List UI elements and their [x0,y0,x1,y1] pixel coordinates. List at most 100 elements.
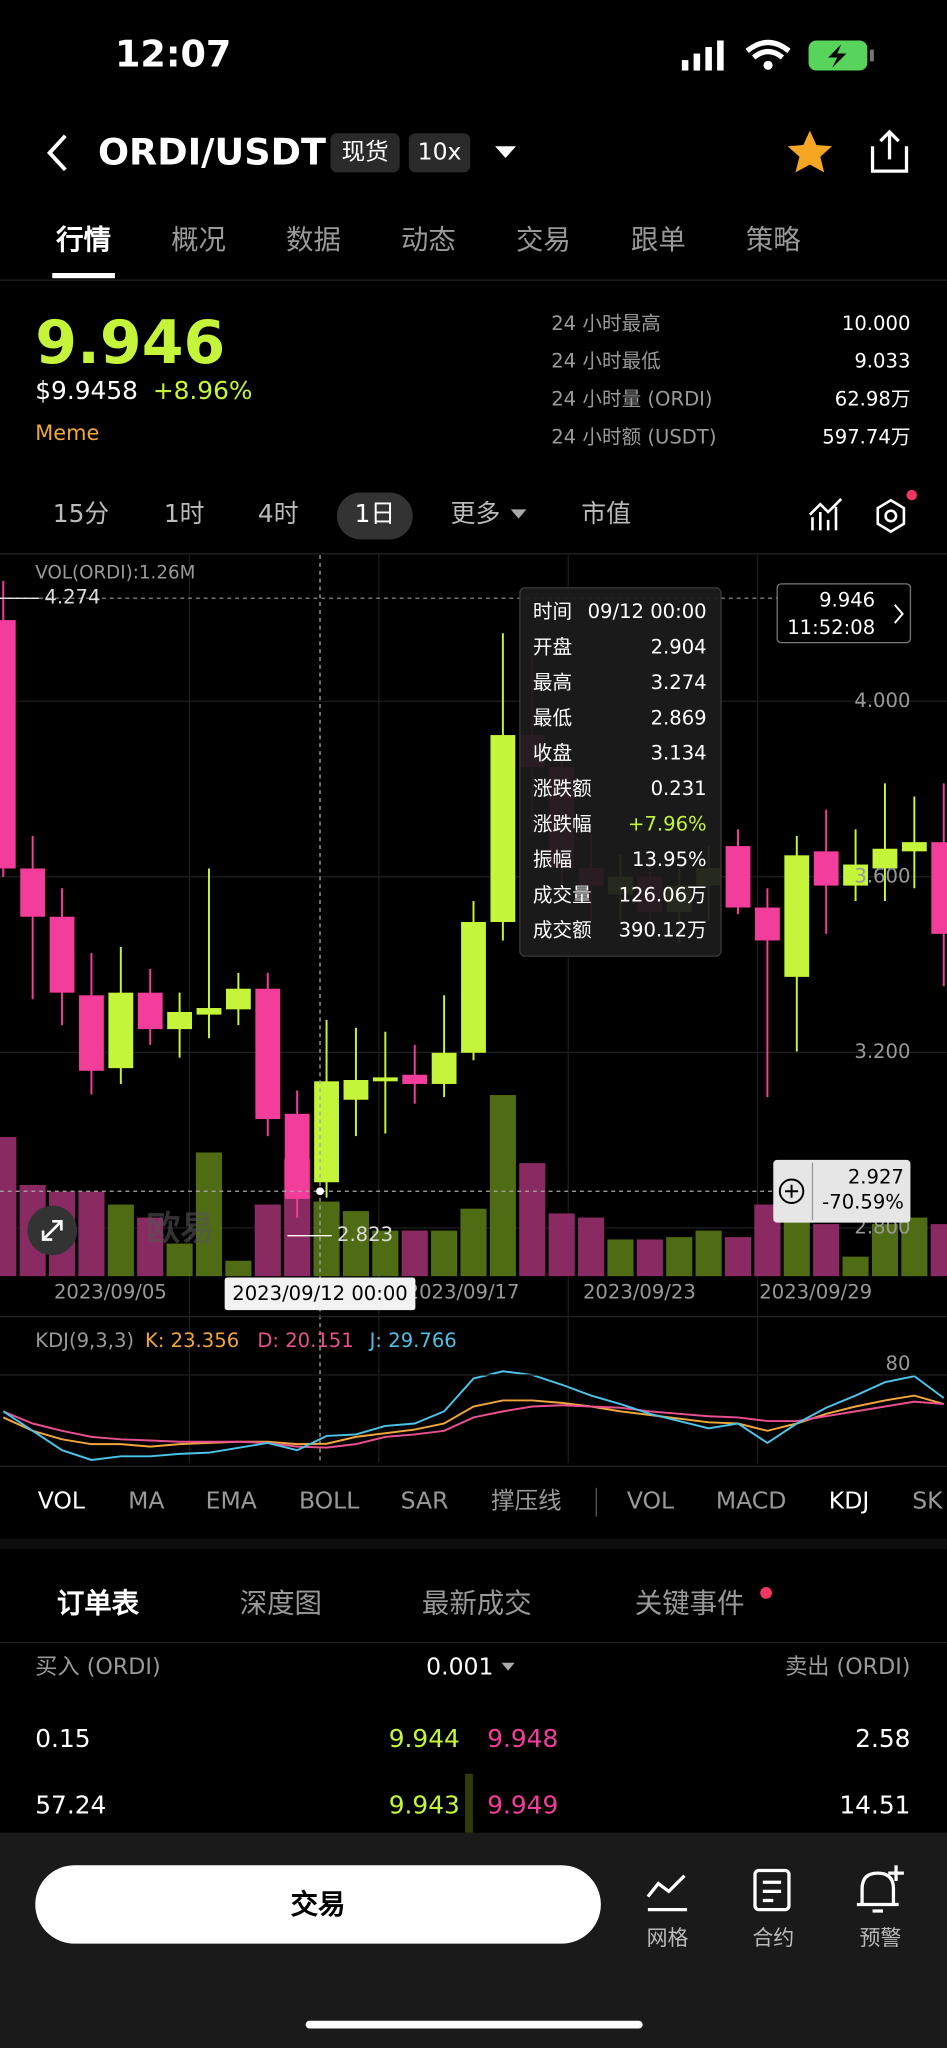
tab[interactable]: 策略 [745,224,801,256]
ask-price: 9.949 [487,1791,559,1821]
tag[interactable]: Meme [35,420,100,446]
interval[interactable]: 1日 [354,499,396,529]
volume-bar [401,1230,428,1277]
depth-bar [465,1773,473,1833]
action-label[interactable]: 合约 [752,1925,795,1951]
volume-bar [842,1256,869,1277]
interval[interactable]: 15分 [52,499,110,529]
indicator[interactable]: BOLL [298,1487,360,1516]
last-price-label: 9.946 [819,588,875,611]
interval[interactable]: 更多 [450,499,501,529]
indicator[interactable]: KDJ [828,1487,870,1516]
stat-label: 24 小时最高 [551,311,661,336]
tab[interactable]: 动态 [401,224,456,256]
candle-body [931,842,947,934]
kdj-line [2,1370,945,1461]
back-button[interactable] [39,131,78,175]
volume-bar [137,1217,164,1277]
step-arrow [501,1662,515,1671]
volume-bar [225,1260,252,1277]
indicator[interactable]: VOL [37,1487,86,1516]
divider [0,1538,947,1550]
stat-label: 24 小时额 (USDT) [551,425,717,449]
high-marker: 4.274 [44,586,100,609]
tooltip-value: 126.06万 [619,883,707,906]
volume-bar [813,1224,840,1277]
usd-price: $9.9458 [35,376,138,406]
plus [785,1184,799,1198]
indicator[interactable]: SK [912,1487,943,1516]
sell-header: 卖出 (ORDI) [785,1654,911,1681]
volume-bar [107,1204,134,1277]
volume-bar [519,1163,546,1277]
indicator[interactable]: 撑压线 [491,1487,562,1516]
y-tick-label: 3.200 [854,1040,910,1063]
candle-body [314,1081,339,1183]
arrow [894,604,904,624]
share-icon[interactable] [867,128,911,175]
volume-bar [489,1095,516,1277]
step-select[interactable]: 0.001 [426,1653,494,1682]
more-arrow [510,509,527,519]
volume-label: VOL(ORDI):1.26M [35,562,195,583]
trade-button[interactable]: 交易 [35,1865,601,1944]
orderbook-tab[interactable]: 深度图 [239,1587,322,1620]
stat-label: 24 小时量 (ORDI) [551,387,713,411]
crosshair-date-box [224,1277,416,1311]
volume-bar [78,1191,105,1277]
interval[interactable]: 4时 [257,499,299,529]
legend-entry: K: 23.356 [145,1329,239,1352]
candle-body [402,1074,428,1084]
interval[interactable]: 市值 [581,499,631,529]
tab[interactable]: 交易 [515,224,571,256]
price-change: +8.96% [152,376,253,406]
volume-bar [431,1230,458,1277]
interval[interactable]: 1时 [163,499,205,529]
tab[interactable]: 跟单 [630,224,686,256]
orderbook-tab[interactable]: 订单表 [56,1587,140,1620]
chart-tools[interactable] [807,496,911,535]
indicator[interactable]: MACD [715,1487,787,1516]
divider [0,279,947,281]
home-indicator [305,2020,643,2029]
tooltip [519,587,722,957]
indicator[interactable]: VOL [626,1487,675,1516]
tab[interactable]: 数据 [286,224,341,256]
volume-bar [607,1239,634,1277]
orderbook-tab[interactable]: 关键事件 [634,1587,745,1620]
candle-body [490,735,516,923]
candle-body [108,992,134,1069]
low-marker: 2.823 [337,1223,393,1246]
tooltip-value: 13.95% [632,848,707,871]
add-order-icon[interactable] [778,1178,805,1204]
action-label[interactable]: 预警 [859,1925,902,1951]
stat-label: 24 小时最低 [551,349,661,373]
candle-body [431,1052,457,1084]
candle-body [20,868,46,917]
tab[interactable]: 概况 [171,224,226,256]
legend-entry: J: 29.766 [368,1329,457,1352]
badge[interactable]: 10x [408,133,471,173]
tooltip-value: 2.869 [651,706,707,729]
stat-value: 10.000 [841,311,911,336]
tooltip-value: 09/12 00:00 [588,600,707,623]
y-tick-label: 4.000 [854,689,910,712]
action-label[interactable]: 网格 [646,1925,689,1951]
volume-bar [930,1224,947,1277]
favorite-star[interactable] [785,128,835,178]
indicator[interactable]: SAR [400,1487,449,1516]
last-price-box[interactable] [776,583,912,644]
candle-body [137,992,163,1030]
tooltip-value: +7.96% [628,813,707,836]
orderbook-tab[interactable]: 最新成交 [421,1587,532,1620]
dropdown-icon[interactable] [494,144,520,162]
divider [0,1641,947,1644]
indicator[interactable]: MA [128,1487,165,1516]
candle-body [784,855,810,977]
tooltip-value: 3.274 [651,671,707,694]
indicator[interactable]: EMA [205,1487,257,1516]
tab[interactable]: 行情 [56,224,112,256]
expand-icon [41,1220,63,1241]
